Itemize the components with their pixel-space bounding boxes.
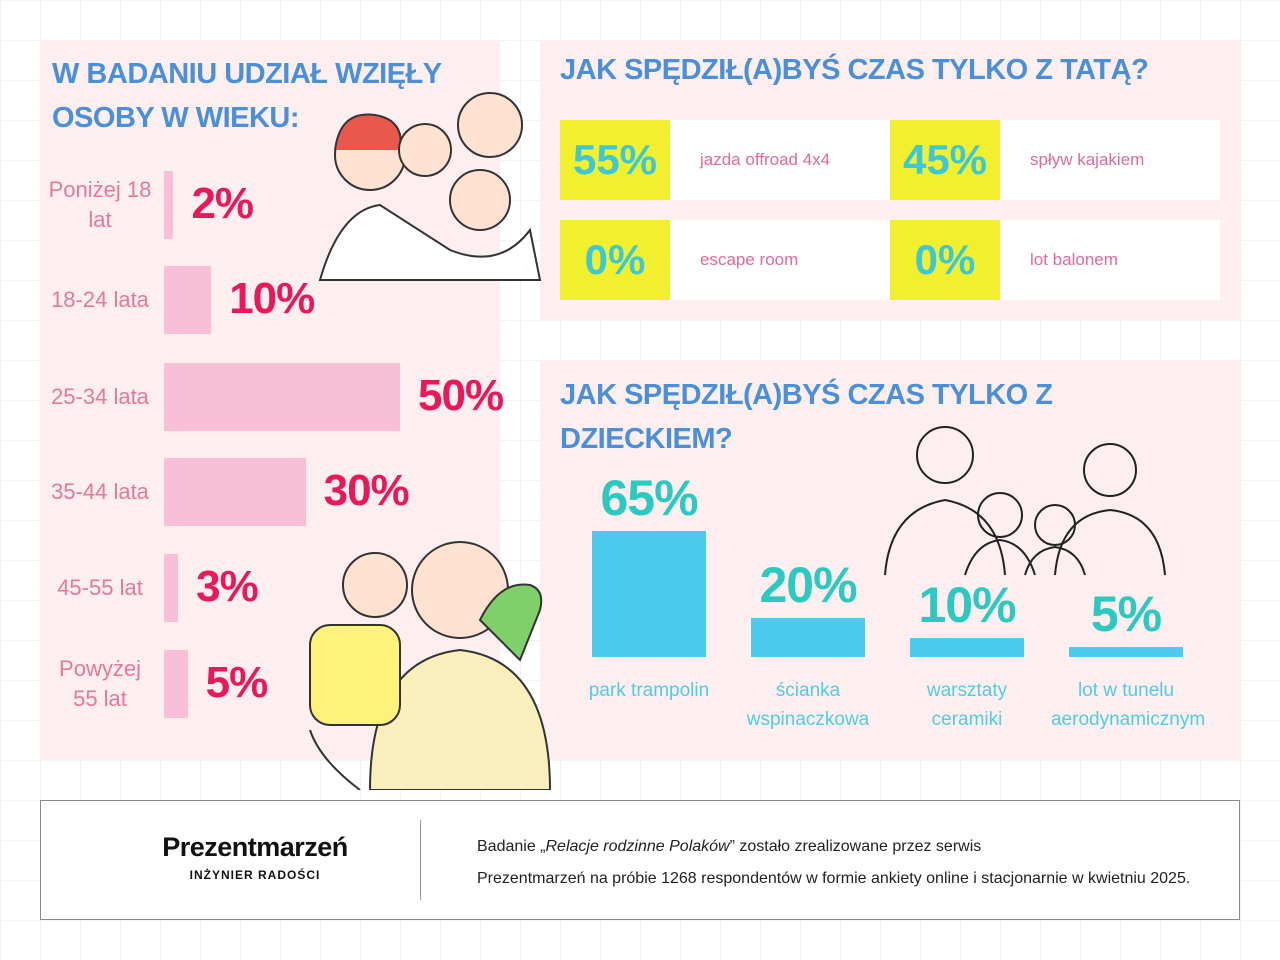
value-label: 55%	[572, 136, 658, 183]
kids-illustration	[318, 92, 542, 281]
footer-box	[40, 800, 1240, 920]
activity-label: escape room	[700, 250, 799, 269]
category-label: ścianka wspinaczkowa	[746, 680, 870, 730]
value-label: 30%	[323, 466, 410, 515]
value-label: 5%	[205, 658, 269, 707]
value-label: 10%	[918, 576, 1016, 633]
note-text: Badanie „	[477, 838, 546, 855]
value-label: 5%	[1090, 586, 1162, 643]
value-label: 3%	[196, 562, 259, 611]
value-label: 0%	[584, 236, 646, 283]
bar	[164, 266, 212, 334]
bar	[910, 637, 1024, 657]
tile	[890, 120, 1000, 200]
bar	[592, 530, 706, 657]
category-label: warsztaty ceramiki	[926, 680, 1008, 730]
bar	[164, 650, 188, 718]
activity-label: lot balonem	[1030, 250, 1118, 269]
value-label: 10%	[229, 274, 315, 323]
value-label: 45%	[902, 136, 988, 183]
footer-note-line1: Badanie „Relacje rodzinne Polaków” zosta…	[477, 838, 981, 856]
value-label: 20%	[759, 557, 857, 614]
note-study-name: Relacje rodzinne Polaków	[545, 838, 730, 855]
category-label: Poniżej 18 lat	[48, 177, 152, 232]
category-label: Powyżej 55 lat	[59, 656, 141, 711]
tagline: INŻYNIER RADOŚCI	[189, 868, 321, 882]
grandpa-illustration	[309, 541, 552, 790]
tile	[560, 220, 670, 300]
value-label: 65%	[600, 469, 698, 526]
bar	[164, 458, 306, 526]
tile	[560, 120, 670, 200]
value-label: 0%	[914, 236, 976, 283]
category-label: 45-55 lat	[57, 575, 143, 600]
bar	[164, 554, 179, 622]
family-illustration	[884, 426, 1166, 576]
bar	[1069, 647, 1183, 657]
age-title: W BADANIU UDZIAŁ WZIĘŁY OSOBY W WIEKU:	[52, 58, 442, 134]
activity-label: jazda offroad 4x4	[700, 150, 831, 169]
logo: Prezentmarzeń	[162, 832, 348, 862]
category-label: lot w tunelu aerodynamicznym	[1051, 680, 1206, 730]
bar	[751, 618, 865, 657]
category-label: 35-44 lata	[51, 479, 149, 504]
value-label: 2%	[191, 179, 254, 228]
tile	[890, 220, 1000, 300]
category-label: park trampolin	[588, 680, 710, 701]
footer-note-line2: Prezentmarzeń na próbie 1268 respondentó…	[477, 870, 1191, 887]
footer-divider	[420, 820, 421, 900]
note-text: ” zostało zrealizowane przez serwis	[729, 838, 982, 855]
child-title: JAK SPĘDZIŁ(A)BYŚ CZAS TYLKO Z DZIECKIEM…	[560, 379, 1053, 455]
bar	[164, 171, 174, 239]
category-label: 18-24 lata	[51, 287, 149, 312]
dad-title: JAK SPĘDZIŁ(A)BYŚ CZAS TYLKO Z TATĄ?	[560, 54, 1149, 86]
value-label: 50%	[418, 371, 504, 420]
activity-label: spływ kajakiem	[1030, 150, 1145, 169]
category-label: 25-34 lata	[51, 384, 149, 409]
bar	[164, 363, 400, 431]
